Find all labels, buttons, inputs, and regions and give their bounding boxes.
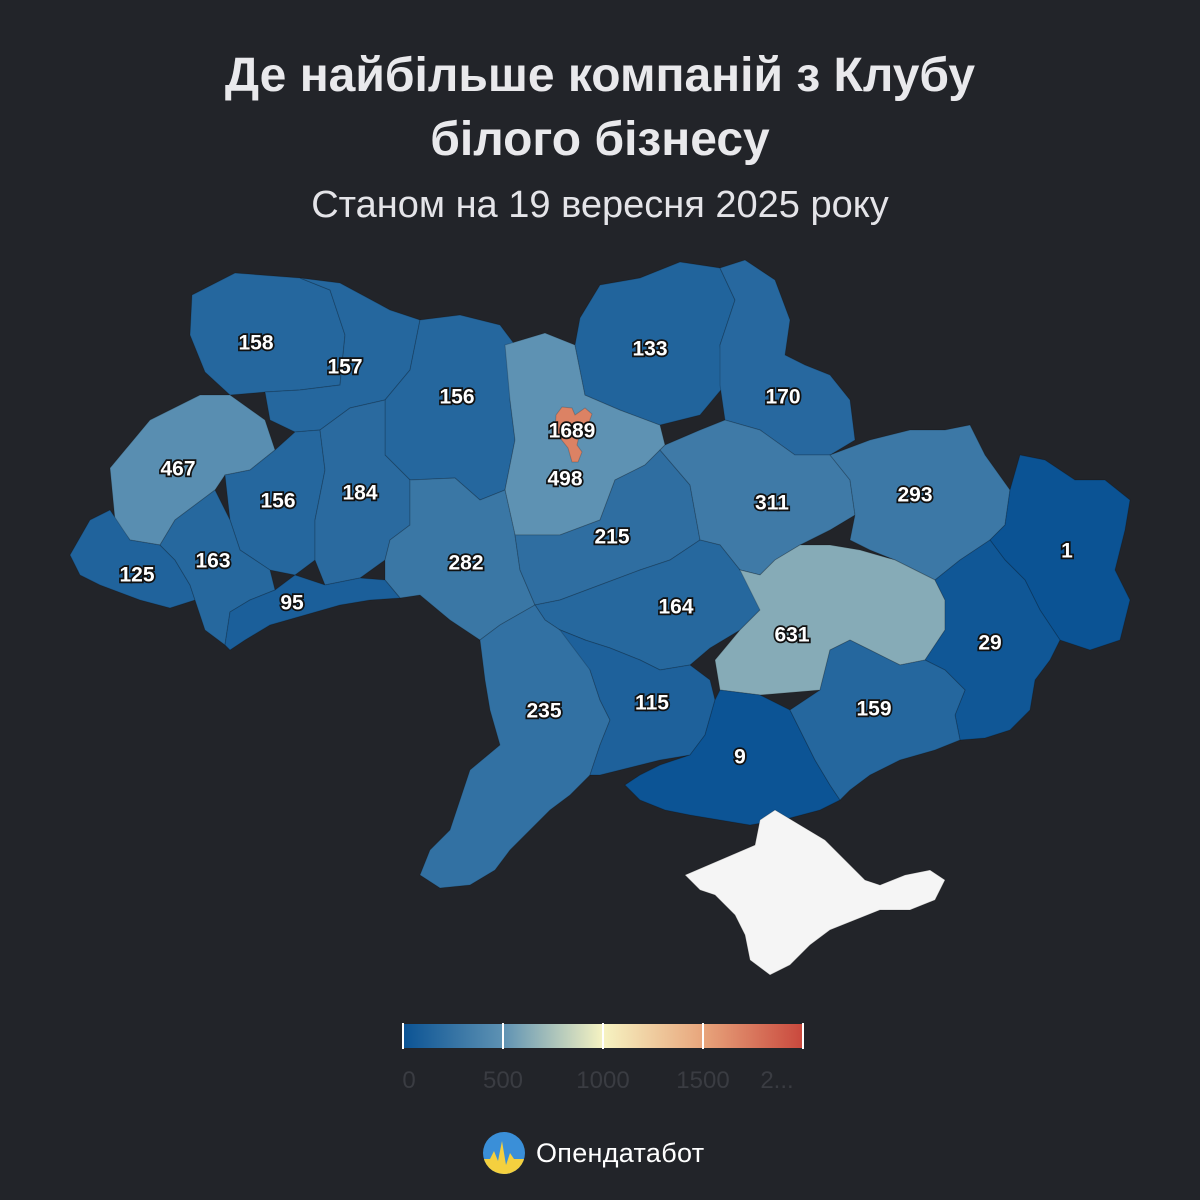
legend-ticks: 0 500 1000 1500 2...	[402, 1023, 804, 1094]
region-label-ivano-frankivsk: 163	[195, 550, 230, 573]
region-crimea[interactable]	[684, 809, 946, 976]
region-label-volyn: 158	[238, 332, 273, 355]
title-line-2: білого бізнесу	[430, 113, 770, 166]
brand-logo[interactable]: Опендатабот	[482, 1132, 704, 1174]
map-title: Де найбільше компаній з Клубу білого біз…	[0, 44, 1200, 172]
region-label-zhytomyr: 156	[439, 386, 474, 409]
region-label-zaporizhzhia: 159	[856, 698, 891, 721]
region-zaporizhzhia[interactable]	[789, 639, 966, 801]
region-label-poltava: 311	[755, 492, 789, 515]
title-line-1: Де найбільше компаній з Клубу	[224, 49, 976, 102]
region-label-chernihiv: 133	[632, 338, 667, 361]
region-label-lviv: 467	[160, 458, 195, 481]
legend-tick-label: 2...	[760, 1067, 793, 1094]
region-label-vinnytsia: 282	[448, 552, 483, 575]
region-label-kyiv-oblast: 498	[547, 468, 582, 491]
labels-layer: 158 157 156 498 1689 133 170 467 156 184 282 215 311…	[118, 330, 1075, 771]
legend-tick-label: 1000	[576, 1067, 629, 1094]
region-kherson[interactable]	[624, 689, 841, 826]
region-label-rivne: 157	[327, 356, 362, 379]
brand-name: Опендатабот	[536, 1137, 705, 1168]
legend-tick-label: 1500	[676, 1067, 729, 1094]
color-legend: 0 500 1000 1500 2...	[402, 1023, 804, 1094]
region-mykolaiv[interactable]	[558, 628, 716, 776]
region-label-odesa: 235	[526, 700, 561, 723]
region-label-ternopil: 156	[260, 490, 295, 513]
legend-tick-label: 0	[402, 1067, 415, 1094]
region-sumy[interactable]	[719, 259, 856, 456]
region-label-sumy: 170	[765, 386, 800, 409]
opendatabot-logo-icon	[483, 1132, 525, 1174]
region-label-mykolaiv: 115	[635, 692, 669, 715]
region-chernivtsi[interactable]	[224, 574, 402, 651]
region-label-chernivtsi: 95	[280, 592, 304, 615]
region-label-khmelnytskyi: 184	[342, 482, 377, 505]
region-label-kyiv-city: 1689	[549, 420, 596, 443]
region-kyiv-city[interactable]	[554, 406, 593, 463]
region-label-cherkasy: 215	[594, 526, 629, 549]
regions-layer	[69, 259, 1131, 976]
region-label-kirovohrad: 164	[658, 596, 693, 619]
region-label-kherson: 9	[734, 746, 746, 769]
region-label-zakarpattia: 125	[119, 564, 154, 587]
region-odesa[interactable]	[419, 604, 611, 889]
region-label-dnipropetrovsk: 631	[774, 624, 809, 647]
region-label-kharkiv: 293	[897, 484, 932, 507]
map-subtitle: Станом на 19 вересня 2025 року	[311, 184, 889, 226]
region-label-luhansk: 1	[1061, 540, 1073, 563]
region-poltava[interactable]	[659, 419, 856, 576]
region-label-donetsk: 29	[978, 632, 1001, 655]
legend-tick-label: 500	[483, 1067, 523, 1094]
